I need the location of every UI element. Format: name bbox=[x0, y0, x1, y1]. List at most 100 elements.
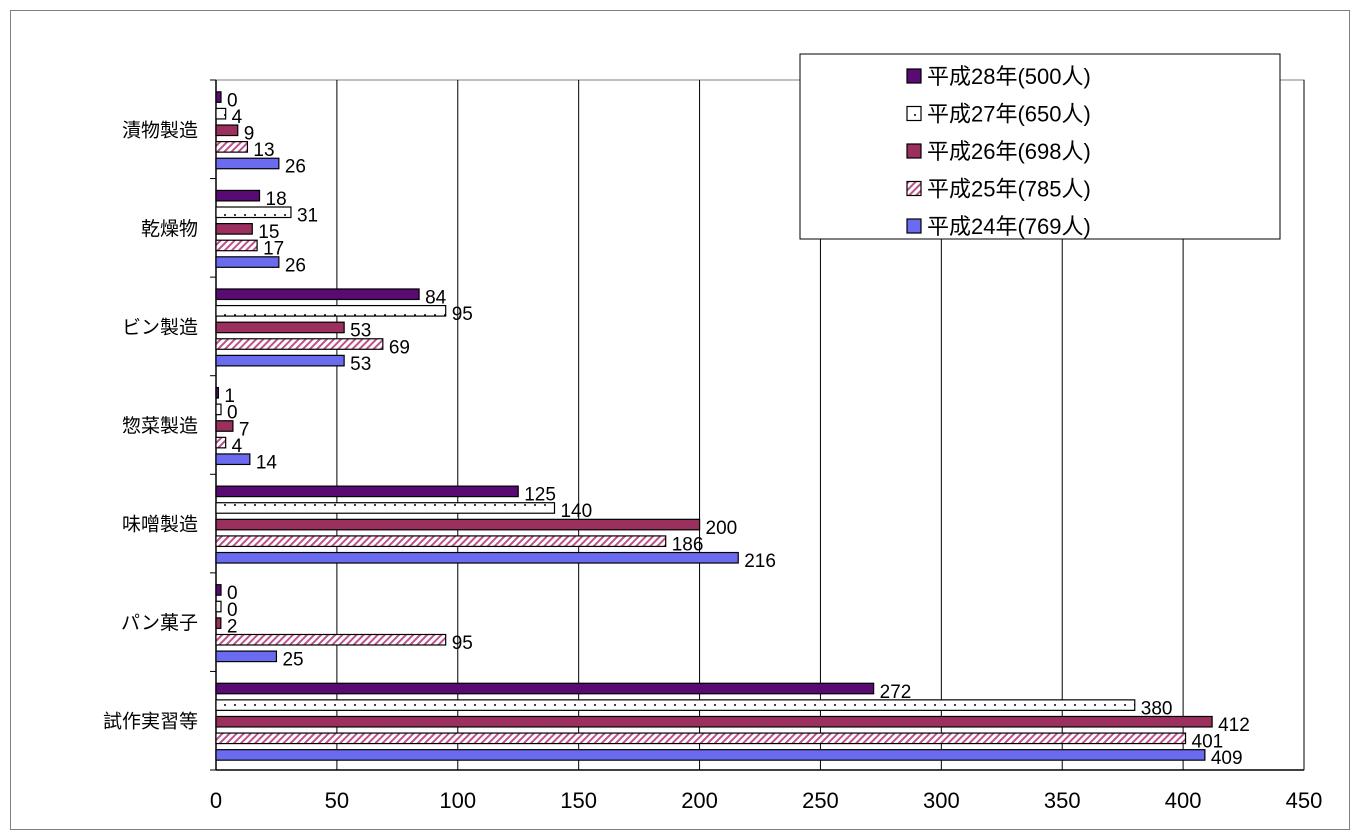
bar bbox=[215, 403, 222, 416]
x-tick-label: 100 bbox=[439, 788, 476, 813]
bar bbox=[215, 256, 280, 268]
x-tick-label: 250 bbox=[802, 788, 839, 813]
legend-entry: 平成25年(785人) bbox=[927, 177, 1091, 202]
bar bbox=[215, 633, 447, 646]
data-label: 186 bbox=[672, 534, 704, 555]
bar bbox=[215, 650, 278, 663]
bar bbox=[215, 436, 227, 449]
data-label: 15 bbox=[258, 222, 279, 243]
legend-entry: 平成28年(500人) bbox=[927, 64, 1091, 89]
bar bbox=[215, 288, 420, 301]
data-label: 95 bbox=[452, 304, 473, 325]
data-label: 216 bbox=[744, 551, 776, 572]
bar bbox=[215, 91, 222, 103]
data-label: 4 bbox=[232, 107, 243, 128]
data-label: 401 bbox=[1192, 732, 1224, 753]
category-label: 乾燥物 bbox=[141, 218, 198, 240]
data-label: 26 bbox=[285, 255, 306, 276]
category-label: ビン製造 bbox=[122, 316, 198, 338]
x-tick-label: 0 bbox=[210, 788, 222, 813]
legend-entry: 平成24年(769人) bbox=[927, 214, 1091, 239]
x-tick-label: 450 bbox=[1286, 788, 1323, 813]
x-tick-label: 350 bbox=[1044, 788, 1081, 813]
bar bbox=[215, 518, 701, 531]
bar bbox=[215, 502, 556, 514]
data-label: 26 bbox=[285, 157, 306, 178]
bar bbox=[215, 157, 280, 170]
data-label: 140 bbox=[560, 501, 592, 522]
category-label: 試作実習等 bbox=[103, 711, 198, 733]
bar bbox=[215, 304, 447, 317]
legend-entry: 平成27年(650人) bbox=[927, 102, 1091, 127]
data-label: 13 bbox=[253, 140, 274, 161]
bar bbox=[215, 141, 249, 153]
bar bbox=[215, 715, 1213, 728]
data-label: 25 bbox=[282, 650, 303, 671]
bar bbox=[215, 551, 739, 564]
bar bbox=[215, 617, 222, 629]
bar bbox=[215, 682, 875, 695]
bar bbox=[215, 321, 345, 334]
data-label: 1 bbox=[224, 386, 235, 407]
bar bbox=[215, 485, 519, 498]
data-label: 53 bbox=[350, 321, 371, 342]
category-label: 漬物製造 bbox=[122, 119, 198, 141]
bar bbox=[215, 749, 1206, 761]
category-label: 惣菜製造 bbox=[122, 415, 198, 437]
bar bbox=[215, 600, 222, 613]
x-tick-label: 150 bbox=[560, 788, 597, 813]
bar bbox=[215, 223, 253, 235]
legend-entry: 平成26年(698人) bbox=[927, 139, 1091, 164]
data-label: 380 bbox=[1141, 698, 1173, 719]
data-label: 69 bbox=[389, 337, 410, 358]
data-label: 412 bbox=[1218, 715, 1250, 736]
bar bbox=[215, 239, 258, 252]
data-label: 14 bbox=[256, 452, 278, 473]
data-label: 9 bbox=[244, 124, 255, 145]
data-label: 409 bbox=[1211, 748, 1243, 769]
data-label: 4 bbox=[232, 436, 243, 457]
x-tick-label: 300 bbox=[923, 788, 960, 813]
bar bbox=[215, 535, 667, 548]
data-label: 0 bbox=[227, 90, 238, 111]
x-tick-label: 50 bbox=[325, 788, 349, 813]
bar bbox=[215, 453, 251, 466]
data-label: 0 bbox=[227, 600, 238, 621]
bar bbox=[215, 584, 222, 596]
x-tick-label: 200 bbox=[681, 788, 718, 813]
legend-swatch bbox=[906, 105, 922, 122]
legend: 平成28年(500人) 平成27年(650人) 平成26年(698人) 平成25年(7… bbox=[799, 53, 1281, 240]
legend-swatch bbox=[906, 68, 922, 84]
bar bbox=[215, 386, 220, 399]
data-label: 31 bbox=[297, 206, 318, 227]
legend-box bbox=[799, 53, 1281, 240]
data-label: 7 bbox=[239, 419, 250, 440]
data-label: 18 bbox=[266, 189, 287, 210]
x-tick-labels: 0 50 100 150 200 250 300 350 400 450 bbox=[210, 788, 1322, 813]
bar bbox=[215, 354, 345, 367]
bar bbox=[215, 124, 239, 137]
data-label: 0 bbox=[227, 583, 238, 604]
bar bbox=[215, 206, 292, 219]
data-label: 95 bbox=[452, 633, 473, 654]
data-labels: 0491326183115172684955369531074141251402… bbox=[224, 90, 1249, 769]
data-label: 2 bbox=[227, 616, 238, 637]
bars bbox=[215, 91, 1213, 761]
data-label: 17 bbox=[263, 239, 284, 260]
data-label: 125 bbox=[524, 485, 556, 506]
bar bbox=[215, 699, 1136, 711]
data-label: 84 bbox=[425, 287, 447, 308]
bar bbox=[215, 732, 1187, 745]
bar bbox=[215, 338, 384, 350]
legend-swatch bbox=[906, 143, 922, 159]
data-label: 200 bbox=[706, 518, 738, 539]
category-label: 味噌製造 bbox=[122, 514, 198, 536]
legend-swatch bbox=[906, 180, 922, 197]
x-tick-label: 400 bbox=[1165, 788, 1202, 813]
bar bbox=[215, 420, 234, 432]
bar bbox=[215, 189, 261, 202]
data-label: 53 bbox=[350, 354, 371, 375]
data-label: 0 bbox=[227, 403, 238, 424]
